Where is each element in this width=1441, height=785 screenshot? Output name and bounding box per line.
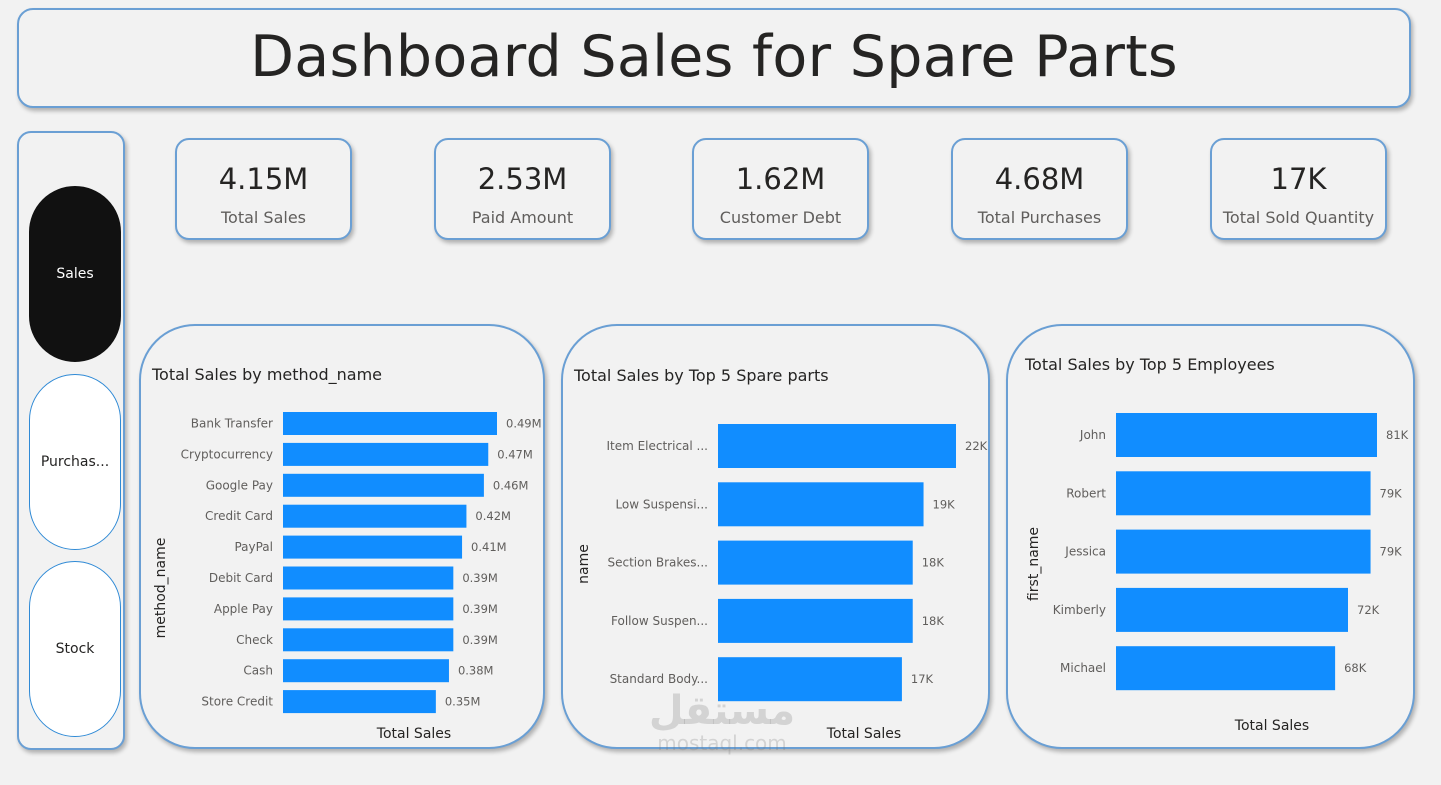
bar [283,659,449,683]
kpi-card-total-purchases: 4.68M Total Purchases [951,138,1128,240]
chart-sales-by-spare-part[interactable]: Total Sales by Top 5 Spare parts name Tota… [561,324,990,749]
bar [283,442,489,466]
data-label: 0.39M [462,571,498,585]
chart-svg: Total Sales by Top 5 Spare parts name Tota… [573,366,988,742]
y-axis-label: first_name [1026,527,1042,601]
category-label: John [1079,428,1106,442]
category-label: Cash [243,664,273,678]
data-label: 81K [1386,428,1409,442]
bar [718,598,913,643]
x-axis-label: Total Sales [826,726,901,742]
nav-panel: Sales Purchas... Stock [17,131,125,750]
category-label: Standard Body... [610,672,708,686]
nav-sales-button[interactable]: Sales [29,186,121,362]
chart-title: Total Sales by method_name [151,365,382,385]
category-label: Bank Transfer [191,417,273,431]
data-label: 22K [965,439,988,453]
bar [283,473,484,497]
chart-svg: Total Sales by method_name method_name Tot… [151,365,542,742]
data-label: 0.49M [506,417,542,431]
category-label: Credit Card [205,509,273,523]
bar [283,597,454,621]
chart-svg: Total Sales by Top 5 Employees first_name… [1024,355,1409,734]
category-label: Debit Card [209,571,273,585]
data-label: 19K [933,497,956,511]
category-label: Robert [1066,486,1106,500]
category-label: Item Electrical ... [606,439,708,453]
kpi-card-paid-amount: 2.53M Paid Amount [434,138,611,240]
data-label: 72K [1357,603,1380,617]
kpi-value: 2.53M [477,162,568,196]
page-title: Dashboard Sales for Spare Parts [250,24,1178,90]
title-bar: Dashboard Sales for Spare Parts [17,8,1411,108]
kpi-label: Total Purchases [977,208,1102,227]
bar [283,504,467,528]
bar [1116,413,1377,457]
bar [718,424,956,468]
kpi-label: Total Sold Quantity [1222,208,1375,227]
data-label: 18K [922,556,945,570]
kpi-label: Paid Amount [471,208,574,227]
bar [283,535,463,559]
category-label: Section Brakes... [607,556,708,570]
data-label: 0.38M [458,664,494,678]
chart-sales-by-method[interactable]: Total Sales by method_name method_name Tot… [139,324,545,749]
data-label: 79K [1380,545,1403,559]
category-label: PayPal [234,540,273,554]
bar [1116,529,1371,574]
bar [283,566,454,590]
category-label: Michael [1060,661,1106,675]
bar [1116,587,1348,632]
y-axis-label: method_name [153,538,169,639]
category-label: Check [236,633,273,647]
category-label: Low Suspensi... [615,497,708,511]
kpi-card-customer-debt: 1.62M Customer Debt [692,138,869,240]
kpi-value: 17K [1270,162,1327,196]
data-label: 18K [922,614,945,628]
y-axis-label: name [576,544,592,584]
category-label: Store Credit [201,695,273,709]
bar [718,482,924,527]
chart-sales-by-employee[interactable]: Total Sales by Top 5 Employees first_name… [1006,324,1415,749]
nav-stock-button[interactable]: Stock [29,561,121,737]
category-label: Kimberly [1053,603,1106,617]
kpi-label: Customer Debt [719,208,842,227]
bar [283,690,436,714]
x-axis-label: Total Sales [376,726,451,742]
category-label: Apple Pay [214,602,273,616]
x-axis-label: Total Sales [1234,718,1309,734]
category-label: Cryptocurrency [181,447,273,461]
bar [718,657,902,702]
data-label: 17K [911,672,934,686]
data-label: 0.35M [445,695,481,709]
kpi-label: Total Sales [220,208,307,227]
category-label: Jessica [1064,545,1106,559]
data-label: 0.41M [471,540,507,554]
bar [1116,646,1336,691]
category-label: Follow Suspen... [611,614,708,628]
chart-title: Total Sales by Top 5 Spare parts [573,366,829,385]
data-label: 0.47M [497,447,533,461]
data-label: 79K [1380,486,1403,500]
bar [718,540,913,585]
data-label: 0.39M [462,602,498,616]
category-label: Google Pay [206,478,273,492]
kpi-value: 1.62M [735,162,826,196]
data-label: 68K [1344,661,1367,675]
bar [283,412,497,435]
nav-purchases-button[interactable]: Purchas... [29,374,121,550]
data-label: 0.46M [493,478,529,492]
kpi-value: 4.68M [994,162,1085,196]
kpi-card-total-sales: 4.15M Total Sales [175,138,352,240]
data-label: 0.42M [475,509,511,523]
bar [283,628,454,652]
kpi-value: 4.15M [218,162,309,196]
chart-title: Total Sales by Top 5 Employees [1024,355,1275,374]
kpi-card-total-sold-quantity: 17K Total Sold Quantity [1210,138,1387,240]
data-label: 0.39M [462,633,498,647]
bar [1116,471,1371,516]
